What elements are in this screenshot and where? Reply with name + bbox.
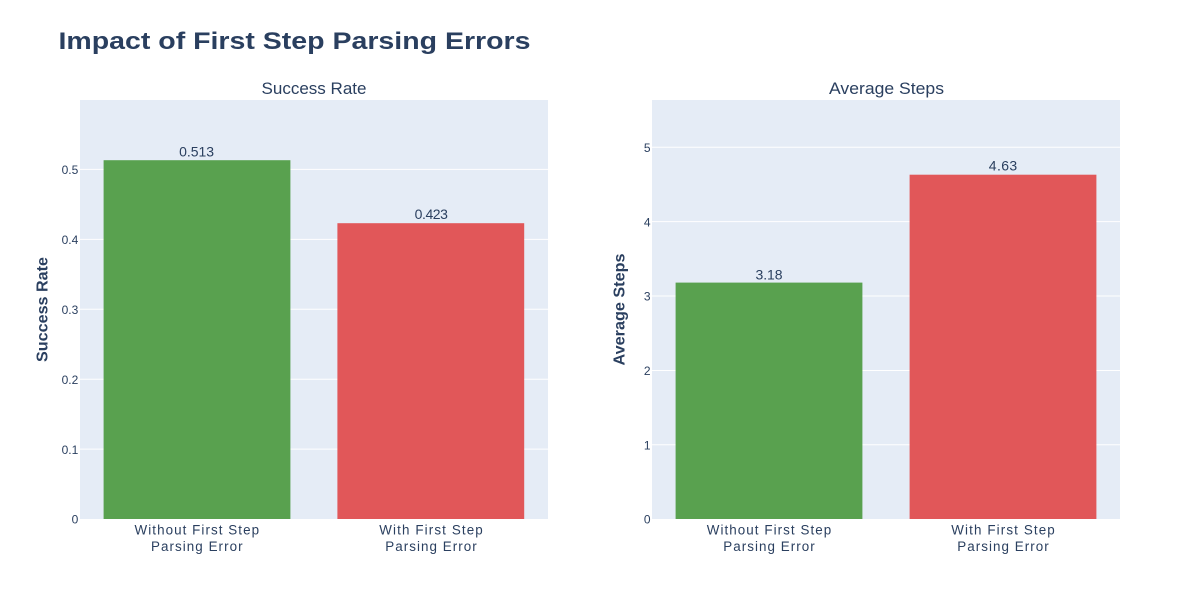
svg-text:0.423: 0.423 [415, 206, 449, 222]
svg-text:Average Steps: Average Steps [829, 79, 944, 98]
svg-text:Parsing Error: Parsing Error [385, 539, 477, 554]
svg-text:0: 0 [72, 513, 79, 527]
svg-text:With First Step: With First Step [951, 522, 1055, 537]
svg-text:5: 5 [644, 141, 651, 155]
svg-text:0.2: 0.2 [62, 373, 79, 387]
svg-text:Success Rate: Success Rate [35, 257, 52, 362]
svg-text:Parsing Error: Parsing Error [957, 539, 1049, 554]
svg-text:0.4: 0.4 [62, 233, 79, 247]
svg-text:Impact of First Step Parsing E: Impact of First Step Parsing Errors [59, 28, 531, 55]
svg-text:3.18: 3.18 [756, 267, 783, 283]
svg-text:0.3: 0.3 [62, 303, 79, 317]
svg-text:Without First Step: Without First Step [707, 522, 832, 537]
svg-text:0.513: 0.513 [179, 143, 214, 159]
svg-text:0.1: 0.1 [62, 443, 79, 457]
svg-text:Parsing Error: Parsing Error [151, 539, 243, 554]
svg-text:0: 0 [644, 513, 651, 527]
svg-text:0.5: 0.5 [62, 163, 79, 177]
svg-text:Without First Step: Without First Step [135, 522, 259, 537]
svg-text:4: 4 [644, 215, 651, 229]
svg-text:1: 1 [644, 439, 651, 453]
svg-text:Parsing Error: Parsing Error [723, 539, 815, 554]
svg-text:3: 3 [644, 290, 651, 304]
svg-text:With First Step: With First Step [379, 522, 483, 537]
svg-text:Average Steps: Average Steps [612, 253, 629, 365]
svg-text:Success Rate: Success Rate [262, 79, 367, 98]
svg-text:4.63: 4.63 [989, 158, 1018, 174]
svg-text:2: 2 [644, 364, 651, 378]
